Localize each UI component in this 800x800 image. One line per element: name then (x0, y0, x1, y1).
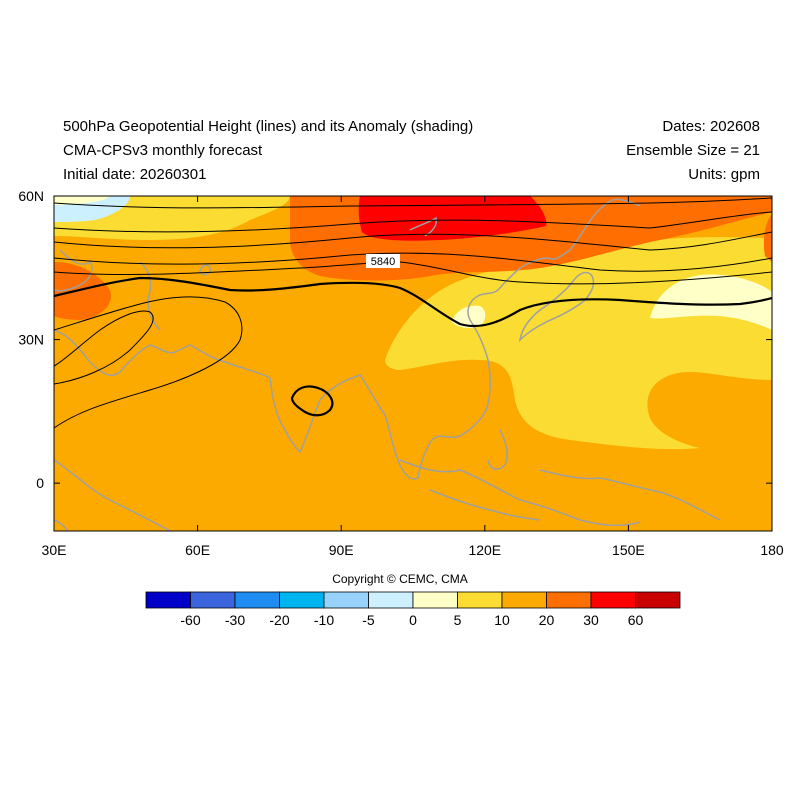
colorbar-label: 5 (454, 612, 462, 628)
colorbar-label: -30 (225, 612, 245, 628)
colorbar-swatch (190, 591, 236, 609)
contour-5840-closed (290, 385, 334, 417)
lon-ticks: 30E 60E 90E 120E 150E 180 (42, 196, 784, 558)
colorbar: -60 -30 -20 -10 -5 0 5 10 20 30 60 (145, 591, 681, 628)
lat-tick-label: 0 (36, 475, 44, 491)
lat-tick-label: 30N (18, 332, 44, 348)
colorbar-swatch (546, 591, 592, 609)
colorbar-swatch (635, 591, 681, 609)
lat-tick-label: 60N (18, 188, 44, 204)
colorbar-label: 10 (494, 612, 510, 628)
lon-tick-label: 60E (185, 542, 210, 558)
initial-date: Initial date: 20260301 (63, 166, 207, 183)
shade-20-30-east-edge (763, 214, 772, 262)
anomaly-shading (54, 196, 772, 531)
colorbar-swatch (323, 591, 369, 609)
shade-0-5-nw-inner (54, 196, 110, 205)
contour-label: 5840 (371, 256, 395, 268)
contour-5840 (54, 276, 772, 328)
colorbar-label: 30 (583, 612, 599, 628)
colorbar-swatch (412, 591, 458, 609)
lat-ticks: 60N 30N 0 (18, 188, 772, 491)
colorbar-label: 60 (628, 612, 644, 628)
lon-tick-label: 120E (468, 542, 501, 558)
colorbar-swatch (145, 591, 191, 609)
colorbar-label: -60 (180, 612, 200, 628)
plot-frame (53, 195, 773, 532)
lon-tick-label: 150E (612, 542, 645, 558)
copyright-text: Copyright © CEMC, CMA (332, 572, 468, 586)
colorbar-swatch (279, 591, 325, 609)
colorbar-label: -10 (314, 612, 334, 628)
colorbar-label: -20 (269, 612, 289, 628)
map-title: 500hPa Geopotential Height (lines) and i… (63, 118, 474, 135)
lon-tick-label: 90E (329, 542, 354, 558)
shade-0-5-pacific (650, 274, 772, 330)
forecast-dates: Dates: 202608 (662, 118, 760, 135)
colorbar-label: 0 (409, 612, 417, 628)
shade-30-60-mongolia (358, 196, 547, 241)
colorbar-label: 20 (539, 612, 555, 628)
units-label: Units: gpm (688, 166, 760, 183)
colorbar-swatch (368, 591, 414, 609)
contour-label-bg (366, 254, 400, 268)
colorbar-swatch (234, 591, 280, 609)
colorbar-swatch (501, 591, 547, 609)
lon-tick-label: 30E (42, 542, 67, 558)
height-contours (54, 197, 772, 429)
colorbar-swatch (457, 591, 503, 609)
colorbar-label: -5 (362, 612, 375, 628)
colorbar-swatch (590, 591, 636, 609)
lon-tick-label: 180 (760, 542, 784, 558)
model-name: CMA-CPSv3 monthly forecast (63, 142, 263, 159)
ensemble-size: Ensemble Size = 21 (626, 142, 760, 159)
shade-20-30-caspian (54, 262, 111, 320)
